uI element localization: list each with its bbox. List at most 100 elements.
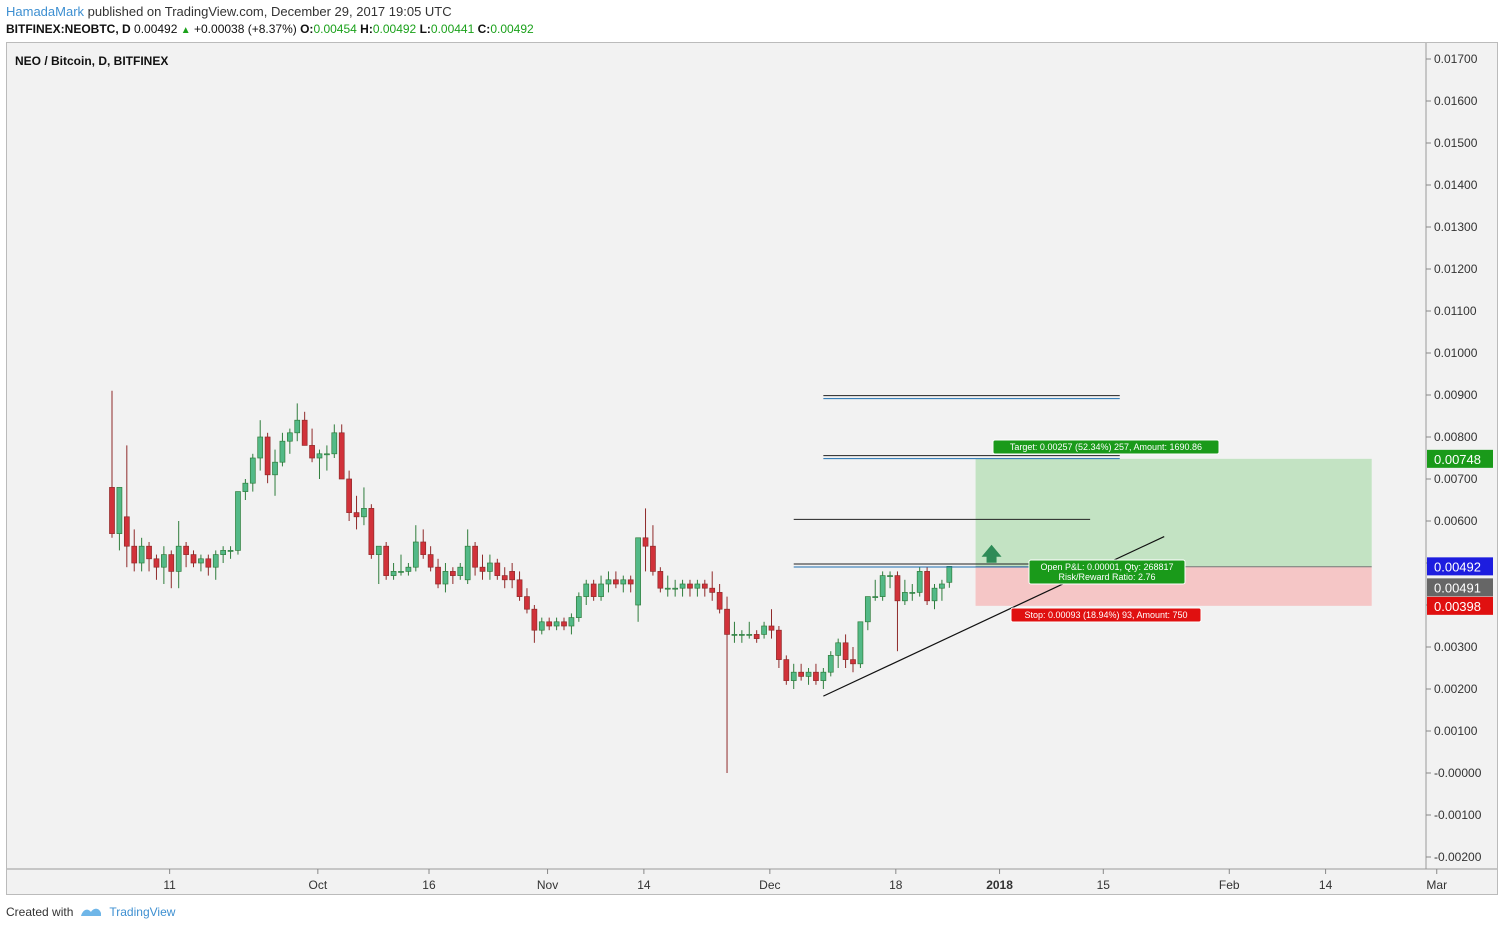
candle-body	[894, 575, 901, 602]
candle-body	[264, 436, 271, 476]
candle-body	[338, 432, 345, 480]
candle	[538, 617, 545, 635]
y-tick-label: 0.00300	[1434, 640, 1478, 654]
candle-body	[642, 537, 649, 547]
candle-body	[538, 621, 545, 631]
candle-body	[153, 558, 160, 568]
candle	[375, 545, 382, 584]
x-tick-label: Dec	[759, 878, 780, 892]
candle-body	[753, 634, 760, 639]
y-tick-label: 0.01000	[1434, 346, 1478, 360]
profit-zone	[975, 458, 1372, 567]
price-tag: 0.00398	[1427, 596, 1493, 615]
high-label: H:	[360, 22, 373, 36]
x-tick-label: 11	[163, 878, 176, 892]
candle-body	[487, 562, 493, 572]
candle-body	[220, 550, 226, 555]
candle-body	[738, 634, 745, 636]
author-link[interactable]: HamadaMark	[6, 4, 85, 19]
pnl-label-text: Risk/Reward Ratio: 2.76	[1058, 572, 1155, 582]
candle	[524, 588, 530, 614]
close-value: 0.00492	[490, 22, 534, 36]
candle-body	[412, 541, 419, 568]
pnl-label: Open P&L: 0.00001, Qty: 268817Risk/Rewar…	[1028, 559, 1186, 585]
candle-body	[509, 571, 515, 581]
up-arrow-icon: ▲	[180, 25, 191, 36]
candle	[924, 567, 930, 605]
last-price: 0.00492	[134, 22, 178, 36]
high-value: 0.00492	[372, 22, 417, 36]
candle	[279, 432, 286, 467]
candle-body	[613, 579, 619, 585]
candle-body	[724, 608, 730, 635]
tradingview-brand-link[interactable]: TradingView	[109, 905, 176, 919]
candle	[427, 546, 434, 572]
candle	[412, 525, 419, 572]
price-tag-bg	[1427, 449, 1493, 468]
candle-body	[198, 558, 204, 564]
low-label: L:	[419, 22, 431, 36]
candle-body	[946, 566, 953, 583]
candle-body	[286, 432, 293, 442]
candle-body	[805, 671, 812, 677]
candle-body	[383, 545, 390, 576]
candle-body	[590, 583, 597, 597]
candle-body	[190, 554, 197, 564]
candle	[390, 563, 397, 580]
y-tick-label: 0.00700	[1434, 472, 1478, 486]
price-tag: 0.00748	[1427, 449, 1493, 468]
low-value: 0.00441	[430, 22, 475, 36]
candle	[420, 529, 427, 559]
price-tag-bg	[1427, 557, 1493, 576]
candle	[642, 508, 649, 572]
candle-body	[531, 608, 538, 631]
candle	[464, 529, 471, 584]
x-tick-label: Oct	[309, 878, 328, 892]
candle	[664, 575, 671, 597]
candle-body	[657, 571, 664, 589]
candle-body	[716, 592, 723, 610]
candle-body	[405, 566, 412, 572]
y-tick-label: 0.00800	[1434, 430, 1478, 444]
candle	[235, 491, 241, 555]
y-tick-label: 0.00600	[1434, 514, 1478, 528]
candle-body	[813, 671, 819, 681]
candle-body	[161, 554, 167, 568]
candle	[605, 571, 612, 593]
x-tick-label: Mar	[1426, 878, 1447, 892]
y-tick-label: 0.01700	[1434, 52, 1478, 66]
pnl-label-text: Open P&L: 0.00001, Qty: 268817	[1040, 562, 1173, 572]
publish-info: HamadaMark published on TradingView.com,…	[6, 4, 452, 19]
candle	[879, 571, 886, 601]
candle-body	[479, 566, 486, 572]
price-tag-bg	[1427, 578, 1493, 597]
candle	[776, 626, 782, 668]
candle-body	[205, 558, 212, 568]
candle	[635, 537, 641, 622]
candle-body	[857, 621, 864, 665]
time-axis[interactable]: 11 Oct 16 Nov 14 Dec 18 2018 15 Feb 14 Mar	[163, 869, 1447, 892]
candle-body	[790, 671, 797, 681]
candle-body	[294, 419, 301, 434]
candle-body	[464, 545, 471, 581]
candle	[175, 521, 182, 589]
candle-body	[316, 453, 323, 459]
candle	[916, 567, 923, 597]
candle-body	[850, 659, 856, 665]
candle	[109, 390, 115, 538]
candle	[613, 571, 619, 589]
candle-body	[820, 671, 827, 681]
y-tick-label: 0.00900	[1434, 388, 1478, 402]
candle	[575, 592, 582, 622]
candle-body	[687, 583, 693, 589]
price-tag: 0.00491	[1427, 578, 1493, 597]
candle	[716, 584, 723, 614]
candle-body	[442, 571, 449, 585]
candle-body	[902, 592, 908, 602]
y-tick-label: -0.00000	[1434, 766, 1482, 780]
candle	[909, 584, 916, 601]
candle	[701, 579, 708, 597]
candle-body	[664, 587, 671, 590]
price-tag-value: 0.00491	[1434, 580, 1481, 595]
